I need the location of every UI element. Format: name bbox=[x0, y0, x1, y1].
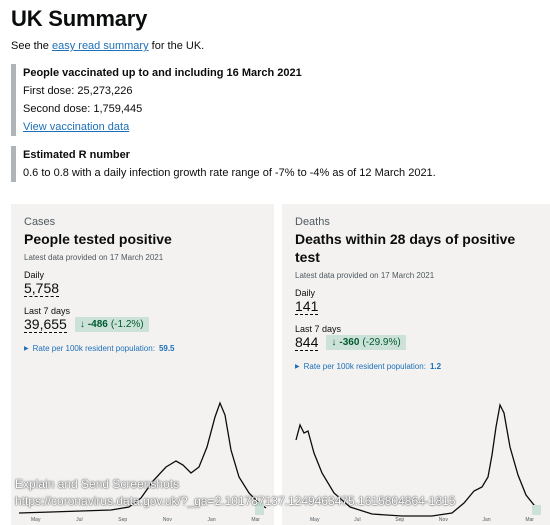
vaccination-callout: People vaccinated up to and including 16… bbox=[11, 64, 302, 136]
cases-change-pct: (-1.2%) bbox=[110, 319, 144, 330]
cases-week-value[interactable]: 39,655 bbox=[24, 316, 67, 333]
overlay-title: Explain and Send Screenshots bbox=[15, 477, 180, 491]
cases-tick: Jul bbox=[76, 517, 83, 523]
cases-change-badge: ↓ -486 (-1.2%) bbox=[74, 317, 149, 332]
cases-week-label: Last 7 days bbox=[24, 306, 71, 316]
r-number-text: 0.6 to 0.8 with a daily infection growth… bbox=[23, 167, 436, 179]
deaths-daily-label: Daily bbox=[295, 288, 316, 298]
second-dose-text: Second dose: 1,759,445 bbox=[23, 103, 143, 115]
first-dose-text: First dose: 25,273,226 bbox=[23, 85, 133, 97]
cases-daily-label: Daily bbox=[24, 270, 45, 280]
arrow-down-icon: ↓ bbox=[79, 319, 85, 330]
deaths-tick: May bbox=[310, 517, 320, 523]
intro-text: See the easy read summary for the UK. bbox=[11, 40, 204, 52]
deaths-rate-value: 1.2 bbox=[429, 362, 442, 371]
deaths-tick: Jan bbox=[482, 517, 491, 523]
cases-card: Cases People tested positive Latest data… bbox=[11, 204, 274, 525]
r-number-heading: Estimated R number bbox=[23, 149, 130, 161]
deaths-tick: Mar bbox=[525, 517, 534, 523]
deaths-week-value[interactable]: 844 bbox=[295, 334, 319, 351]
deaths-tick: Jul bbox=[354, 517, 361, 523]
deaths-tick: Nov bbox=[438, 517, 448, 523]
deaths-tick: Sep bbox=[395, 517, 405, 523]
r-number-callout: Estimated R number 0.6 to 0.8 with a dai… bbox=[11, 146, 436, 182]
cases-tick: Nov bbox=[162, 517, 172, 523]
cases-tick: May bbox=[31, 517, 41, 523]
deaths-week-label: Last 7 days bbox=[295, 324, 342, 334]
deaths-rate-label: Rate per 100k resident population: bbox=[303, 362, 426, 371]
cases-caption: Cases bbox=[24, 216, 56, 228]
deaths-change-pct: (-29.9%) bbox=[362, 337, 401, 348]
screenshot-tool-overlay: Explain and Send Screenshots https://cor… bbox=[15, 476, 455, 510]
cases-daily-value[interactable]: 5,758 bbox=[24, 280, 60, 297]
cases-tick: Sep bbox=[118, 517, 128, 523]
vaccination-heading: People vaccinated up to and including 16… bbox=[23, 67, 302, 79]
cases-rate-toggle[interactable]: ▶ Rate per 100k resident population: 59.… bbox=[24, 344, 264, 353]
page-title: UK Summary bbox=[11, 6, 148, 31]
deaths-rate-toggle[interactable]: ▶ Rate per 100k resident population: 1.2 bbox=[295, 362, 540, 371]
cases-latest-date: Latest data provided on 17 March 2021 bbox=[24, 253, 164, 262]
deaths-sparkline-chart bbox=[295, 402, 541, 517]
cases-rate-label: Rate per 100k resident population: bbox=[32, 344, 155, 353]
cases-axis-ticks: May Jul Sep Nov Jan Mar bbox=[31, 517, 260, 523]
view-vaccination-data-link[interactable]: View vaccination data bbox=[23, 121, 130, 133]
arrow-down-icon: ↓ bbox=[331, 337, 337, 348]
intro-prefix: See the bbox=[11, 40, 49, 52]
triangle-right-icon: ▶ bbox=[24, 346, 29, 352]
cases-tick: Mar bbox=[251, 517, 260, 523]
cases-recent-highlight bbox=[255, 502, 264, 515]
deaths-axis-ticks: May Jul Sep Nov Jan Mar bbox=[310, 517, 534, 523]
cases-sparkline bbox=[18, 401, 267, 514]
overlay-url: https://coronavirus.data.gov.uk/?_ga=2.1… bbox=[15, 494, 456, 508]
deaths-caption: Deaths bbox=[295, 216, 330, 228]
cases-change-value: -486 bbox=[87, 319, 108, 330]
deaths-recent-highlight bbox=[532, 505, 541, 515]
cases-rate-value: 59.5 bbox=[158, 344, 175, 353]
easy-read-summary-link[interactable]: easy read summary bbox=[51, 40, 149, 52]
deaths-sparkline bbox=[295, 402, 541, 517]
intro-suffix: for the UK. bbox=[151, 40, 205, 52]
cases-tick: Jan bbox=[207, 517, 216, 523]
cases-sparkline-chart bbox=[18, 401, 267, 515]
triangle-right-icon: ▶ bbox=[295, 364, 300, 370]
cases-title[interactable]: People tested positive bbox=[24, 231, 172, 247]
deaths-change-badge: ↓ -360 (-29.9%) bbox=[326, 335, 406, 350]
deaths-title[interactable]: Deaths within 28 days of positive test bbox=[295, 231, 516, 265]
deaths-latest-date: Latest data provided on 17 March 2021 bbox=[295, 271, 435, 280]
deaths-change-value: -360 bbox=[339, 337, 360, 348]
deaths-card: Deaths Deaths within 28 days of positive… bbox=[282, 204, 550, 525]
deaths-daily-value[interactable]: 141 bbox=[295, 298, 319, 315]
